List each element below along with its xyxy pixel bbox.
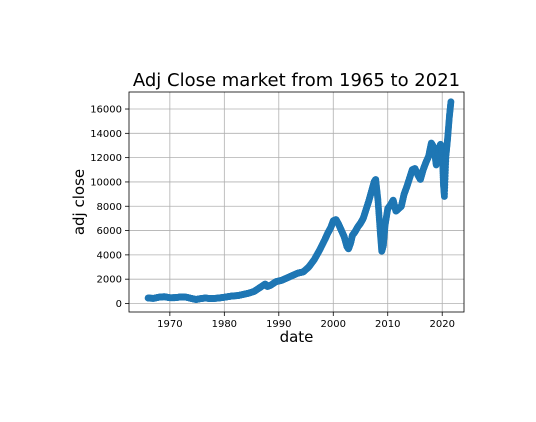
x-tick-label: 1980 <box>212 319 237 330</box>
y-tick-label: 8000 <box>97 202 122 213</box>
y-tick-label: 16000 <box>90 105 122 116</box>
y-tick-label: 10000 <box>90 177 122 188</box>
x-tick-label: 2000 <box>321 319 346 330</box>
y-tick-label: 2000 <box>97 275 122 286</box>
chart-title: Adj Close market from 1965 to 2021 <box>133 70 460 91</box>
x-tick-label: 1970 <box>157 319 182 330</box>
x-tick-label: 1990 <box>266 319 291 330</box>
y-tick-label: 14000 <box>90 129 122 140</box>
y-tick-label: 6000 <box>97 226 122 237</box>
y-axis-label: adj close <box>70 169 88 235</box>
data-point <box>447 98 455 106</box>
y-tick-label: 0 <box>116 299 122 310</box>
y-tick-label: 4000 <box>97 250 122 261</box>
x-tick-label: 2020 <box>429 319 454 330</box>
x-axis-label: date <box>280 328 314 346</box>
y-tick-label: 12000 <box>90 153 122 164</box>
axes-frame <box>128 91 465 313</box>
data-points <box>144 98 455 303</box>
grid <box>129 92 464 312</box>
x-tick-label: 2010 <box>375 319 400 330</box>
x-axis-ticks: 1970 1980 1990 2000 2010 2020 <box>157 312 455 330</box>
y-axis-ticks: 0 2000 4000 6000 8000 10000 12000 14000 16000 <box>90 105 129 310</box>
